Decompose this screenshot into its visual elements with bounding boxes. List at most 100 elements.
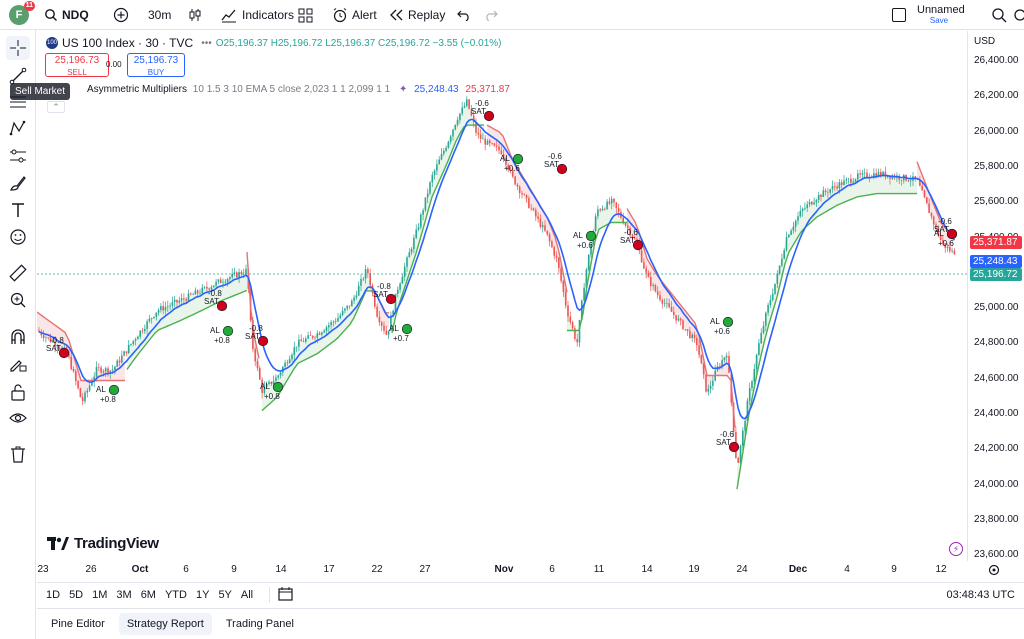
signal-value-label: +0.8 [214,336,230,345]
measure-tool[interactable] [6,261,30,285]
user-avatar[interactable]: F 11 [9,1,35,26]
top-toolbar: F 11 NDQ 30m Indicators Alert Replay Unna… [0,0,1024,30]
clock[interactable]: 03:48:43 UTC [946,588,1015,601]
compare-symbol-button[interactable] [113,4,129,26]
candle-body [914,176,917,179]
indicator-legend[interactable]: Asymmetric Multipliers 10 1.5 3 10 EMA 5… [87,84,510,95]
candle-body [328,325,330,328]
signal-type-label: SAT [46,344,61,353]
quick-search-button[interactable] [991,4,1007,26]
range-button-6m[interactable]: 6M [140,588,156,601]
text-tool[interactable] [6,198,30,222]
visibility-tool[interactable] [6,406,30,430]
sell-button[interactable]: 25,196.73 SELL [45,53,109,77]
tab-strategy-report[interactable]: Strategy Report [118,613,212,635]
candle-body [417,227,420,230]
candle-body [259,367,261,380]
candle-body [58,347,61,349]
range-button-all[interactable]: All [240,588,254,601]
layout-name-button[interactable]: Unnamed Save [917,4,965,25]
alert-button[interactable]: Alert [332,4,377,26]
candle-body [445,147,447,151]
candle-body [40,331,43,336]
tab-trading-panel[interactable]: Trading Panel [225,618,294,630]
replay-button[interactable]: Replay [389,4,445,26]
indicator-value-1: 25,248.43 [414,84,459,95]
candle-body [52,341,54,343]
tradingview-watermark[interactable]: TradingView [47,535,159,552]
axis-settings-icon[interactable] [988,564,1000,579]
buy-button[interactable]: 25,196.73 BUY [127,53,185,77]
candle-body [293,347,296,355]
undo-button[interactable] [457,4,471,26]
candle-body [613,198,615,203]
price-tick-label: 23,800.00 [974,513,1019,525]
range-button-ytd[interactable]: YTD [164,588,187,601]
candle-body [153,316,155,319]
prediction-tool[interactable] [6,144,30,168]
signal-value-label: -0.8 [249,324,263,333]
icons-tool[interactable] [6,225,30,249]
range-button-1m[interactable]: 1M [92,588,108,601]
candle-body [334,321,337,322]
time-tick-label: 6 [549,564,555,575]
pattern-tool[interactable] [6,116,30,140]
symbol-search-button[interactable]: NDQ [44,4,89,26]
settings-button[interactable] [1012,4,1024,26]
candle-body [606,201,608,210]
go-to-date-button[interactable] [278,586,293,604]
candle-body [72,368,75,372]
range-button-1y[interactable]: 1Y [195,588,210,601]
range-button-5y[interactable]: 5Y [218,588,232,601]
candle-body [698,345,700,355]
tab-pine-editor[interactable]: Pine Editor [51,618,105,630]
candle-body [123,351,125,356]
symbol-title[interactable]: US 100 Index · 30 · TVC [62,36,194,50]
crosshair-tool[interactable] [6,36,30,60]
interval-button[interactable]: 30m [148,8,172,22]
candle-body [268,381,270,384]
candle-body [783,250,785,259]
more-dots-icon[interactable]: ••• [201,37,212,49]
stay-drawing-tool[interactable] [6,352,30,376]
candle-body [203,286,206,288]
candle-body [523,194,526,196]
candle-body [498,146,500,151]
remove-drawings-tool[interactable] [6,442,30,466]
layout-checkbox[interactable] [892,4,906,26]
candle-body [272,381,275,384]
indicators-button[interactable]: Indicators [221,4,294,26]
square-icon [892,8,906,22]
candle-body [201,287,204,294]
zoom-in-icon [10,292,26,308]
range-button-1d[interactable]: 1D [46,588,61,601]
magnet-tool[interactable] [6,325,30,349]
candle-body [176,299,178,303]
candle-body [127,344,130,354]
time-axis[interactable]: 23 26 Oct 6 9 14 17 22 27 Nov 6 11 14 19 24 Dec 4 9 12 [37,561,967,579]
candle-body [316,333,319,338]
layouts-button[interactable] [298,4,313,26]
candle-body [233,272,236,274]
trend-line-tool[interactable] [6,64,30,88]
brush-tool[interactable] [6,171,30,195]
chart-type-button[interactable] [187,4,203,26]
chart-pane[interactable]: SAT -0.8 AL +0.8 SAT -0.8 AL +0.8 SAT -0.8 AL +0.8 S… [10,31,967,561]
lightning-icon[interactable]: ⚡ [949,542,963,556]
collapse-legend-button[interactable]: ⌃ [47,101,65,113]
lock-tool[interactable] [6,380,30,404]
candle-body [514,176,516,185]
candle-body [424,197,427,211]
zoom-tool[interactable] [6,288,30,312]
range-button-3m[interactable]: 3M [116,588,132,601]
range-button-5d[interactable]: 5D [69,588,84,601]
candle-body [700,354,703,364]
candle-body [880,171,882,176]
candle-body [578,320,581,343]
currency-label[interactable]: USD [974,36,996,47]
price-axis[interactable]: USD 26,400.00 26,200.00 26,000.00 25,800.00… [967,31,1024,576]
buy-signal-dot [222,325,234,337]
redo-button[interactable] [484,4,498,26]
candle-body [219,279,222,283]
